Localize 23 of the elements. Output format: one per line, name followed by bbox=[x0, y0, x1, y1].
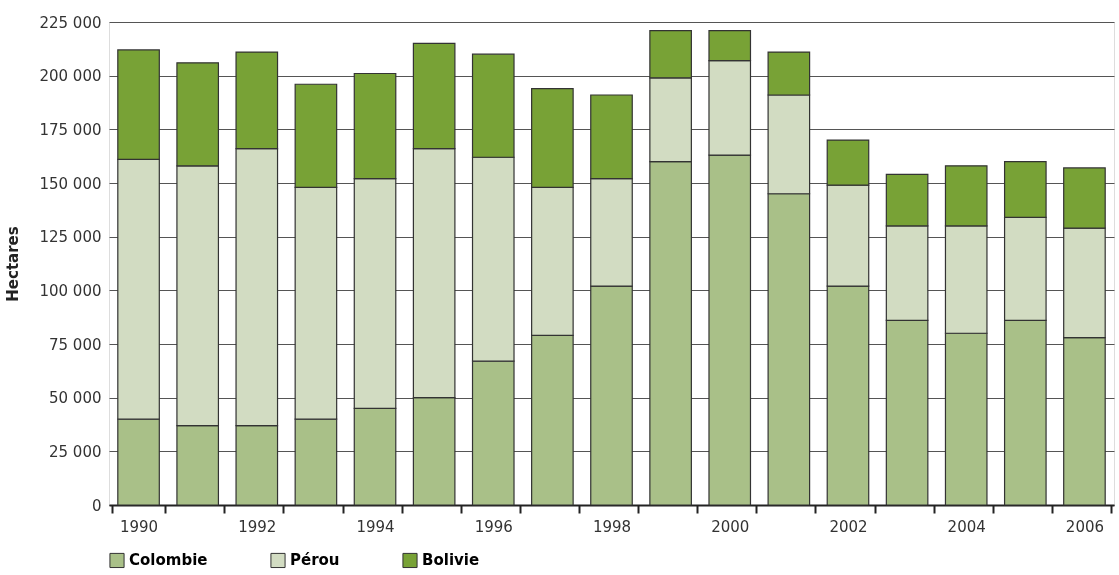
x-tick-label: 1998 bbox=[592, 517, 632, 536]
y-tick-label: 100 000 bbox=[39, 281, 102, 300]
y-tick-label: 50 000 bbox=[49, 389, 102, 408]
x-tick-label: 1990 bbox=[119, 517, 159, 536]
x-tick-label: 1992 bbox=[238, 517, 277, 536]
legend-label: Bolivie bbox=[422, 551, 480, 570]
y-tick-label: 125 000 bbox=[39, 228, 102, 247]
y-tick-label: 150 000 bbox=[39, 174, 102, 193]
x-tick-label: 2004 bbox=[947, 517, 986, 536]
x-tick-label: 2000 bbox=[711, 517, 750, 536]
y-axis-title: Hectares bbox=[4, 226, 23, 302]
y-tick-label: 75 000 bbox=[49, 335, 102, 354]
y-tick-label: 25 000 bbox=[49, 442, 102, 461]
x-tick-label: 1996 bbox=[474, 517, 513, 536]
x-tick-label: 2006 bbox=[1065, 517, 1105, 536]
x-tick-label: 1994 bbox=[356, 517, 395, 536]
y-tick-label: 0 bbox=[91, 496, 102, 515]
legend-label: Colombie bbox=[129, 551, 208, 570]
legend-label: Pérou bbox=[290, 551, 340, 570]
y-tick-label: 175 000 bbox=[39, 120, 102, 139]
y-tick-label: 225 000 bbox=[39, 13, 102, 32]
y-tick-label: 200 000 bbox=[39, 67, 102, 86]
x-tick-label: 2002 bbox=[829, 517, 868, 536]
